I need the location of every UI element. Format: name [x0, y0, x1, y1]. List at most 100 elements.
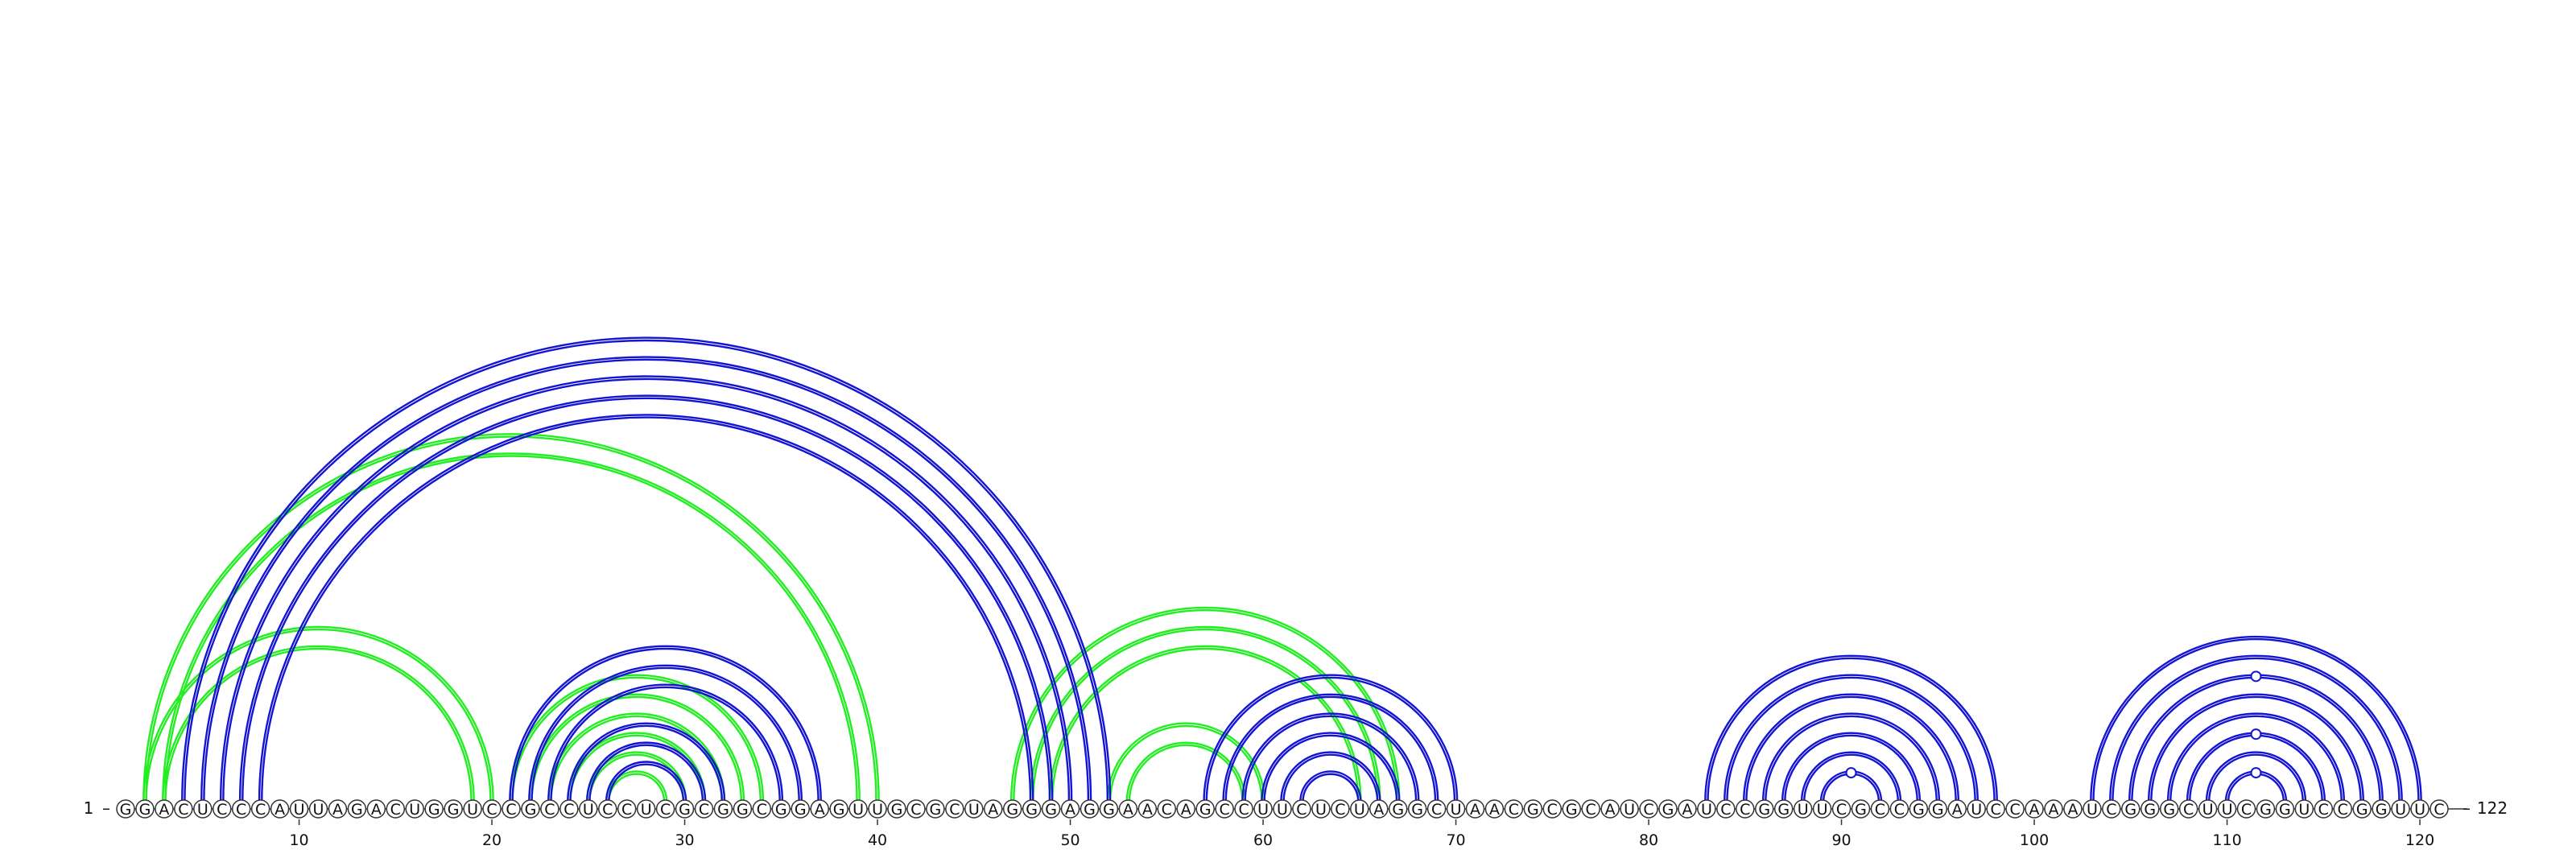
nucleotide-letter: U: [197, 801, 208, 819]
nucleotide: U: [193, 799, 213, 819]
blue-arc-103-120-outer: [2090, 635, 2422, 802]
nucleotide: C: [2178, 799, 2198, 819]
nucleotide: U: [289, 799, 309, 819]
nucleotide-letter: G: [717, 801, 729, 819]
nucleotide-circle: [848, 799, 868, 819]
green-arc-25-30-outer: [586, 751, 687, 802]
blue-arc-57-70-inner: [1205, 676, 1456, 802]
green-arc-2-40-outer: [142, 433, 880, 802]
nucleotide-circle: [868, 799, 887, 819]
nucleotide-letter: C: [1335, 801, 1345, 819]
nucleotide-circle: [2217, 799, 2237, 819]
nucleotide: U: [1620, 799, 1639, 819]
nucleotide: C: [2236, 799, 2256, 819]
nucleotide: C: [1292, 799, 1311, 819]
nucleotide-circle: [655, 799, 675, 819]
nucleotide-circle: [1369, 799, 1389, 819]
blue-arc-6-50-outer: [219, 375, 1073, 802]
nucleotide: G: [2121, 799, 2140, 819]
blue-arc-60-67-outer: [1261, 732, 1401, 802]
nucleotide-letter: A: [332, 801, 343, 819]
nucleotide: G: [829, 799, 848, 819]
blue-arc-85-96-inner: [1745, 695, 1957, 802]
nucleotide: A: [328, 799, 348, 819]
nucleotide-letter: G: [930, 801, 942, 819]
nucleotide: G: [1562, 799, 1581, 819]
nucleotide-circle: [771, 799, 791, 819]
nucleotide-letter: U: [1817, 801, 1828, 819]
nucleotide-letter: U: [2395, 801, 2406, 819]
nucleotide-circle: [791, 799, 810, 819]
nucleotide-circle: [1099, 799, 1119, 819]
nucleotide-circle: [2140, 799, 2160, 819]
nucleotide: G: [791, 799, 810, 819]
nucleotide-circle: [2198, 799, 2218, 819]
nucleotide-letter: C: [1509, 801, 1519, 819]
nucleotide-letter: C: [1296, 801, 1307, 819]
nucleotide-letter: G: [448, 801, 460, 819]
sequence-end-dash: –: [2462, 798, 2471, 818]
blue-arc-22-36-inner: [530, 666, 800, 802]
nucleotide-circle: [1137, 799, 1158, 819]
sequence-end-label: 122: [2477, 798, 2508, 818]
blue-arc-26-30-outer: [605, 761, 687, 802]
nucleotide-letter: A: [159, 801, 169, 819]
nucleotide: G: [713, 799, 733, 819]
blue-arc-104-119-outer: [2109, 654, 2403, 802]
nucleotide-circle: [193, 799, 213, 819]
nucleotide-letter: C: [1162, 801, 1172, 819]
green-arc-3-39-inner: [164, 455, 858, 802]
nucleotide: G: [1002, 799, 1022, 819]
nucleotide-circle: [636, 799, 656, 819]
nucleotide-circle: [1407, 799, 1427, 819]
nucleotide: G: [1099, 799, 1119, 819]
nucleotide: A: [1947, 799, 1967, 819]
green-arc-21-34-inner: [511, 676, 762, 802]
nucleotide-circle: [1542, 799, 1563, 819]
nucleotide-letter: C: [1220, 801, 1230, 819]
nucleotide-letter: G: [1777, 801, 1790, 819]
nucleotide: A: [1137, 799, 1158, 819]
green-arc-2-40-inner: [145, 435, 877, 802]
blue-arc-59-68-inner: [1244, 715, 1418, 802]
blue-arc-7-49-outer: [238, 394, 1054, 802]
nucleotide-letter: A: [1489, 801, 1500, 819]
nucleotide-circle: [1446, 799, 1466, 819]
nucleotide: G: [2256, 799, 2276, 819]
nucleotide: A: [366, 799, 386, 819]
nucleotide-letter: C: [217, 801, 227, 819]
nucleotide-circle: [1678, 799, 1697, 819]
nucleotide-circle: [1812, 799, 1832, 819]
nucleotide: G: [2352, 799, 2372, 819]
nucleotide-letter: G: [891, 801, 903, 819]
blue-arc-57-70-outer: [1203, 674, 1459, 802]
nucleotide-circle: [2044, 799, 2063, 819]
nucleotide-circle: [964, 799, 984, 819]
nucleotide-letter: G: [2124, 801, 2136, 819]
nucleotide-letter: G: [1662, 801, 1674, 819]
arc-marker-2: [2250, 728, 2262, 740]
nucleotide-letter: C: [564, 801, 574, 819]
nucleotide: U: [308, 799, 328, 819]
nucleotide-circle: [463, 799, 482, 819]
nucleotide-letter: G: [1913, 801, 1925, 819]
nucleotide: A: [1484, 799, 1505, 819]
nucleotide: C: [1581, 799, 1600, 819]
blue-arc-107-116-outer: [2166, 712, 2346, 802]
blue-arc-106-117-inner: [2150, 695, 2362, 802]
nucleotide-letter: U: [2222, 801, 2233, 819]
nucleotide-letter: G: [120, 801, 132, 819]
blue-arc-83-98-outer: [1704, 654, 1998, 802]
nucleotide: C: [655, 799, 675, 819]
nucleotide: C: [231, 799, 251, 819]
blue-arc-104-119-inner: [2112, 657, 2401, 802]
nucleotide: U: [1253, 799, 1273, 819]
nucleotide-circle: [1388, 799, 1408, 819]
nucleotide-circle: [2025, 799, 2044, 819]
nucleotide-letter: C: [178, 801, 188, 819]
nucleotide-letter: G: [1006, 801, 1018, 819]
nucleotide-circle: [502, 799, 521, 819]
nucleotide-circle: [1851, 799, 1871, 819]
nucleotide-letter: C: [757, 801, 767, 819]
